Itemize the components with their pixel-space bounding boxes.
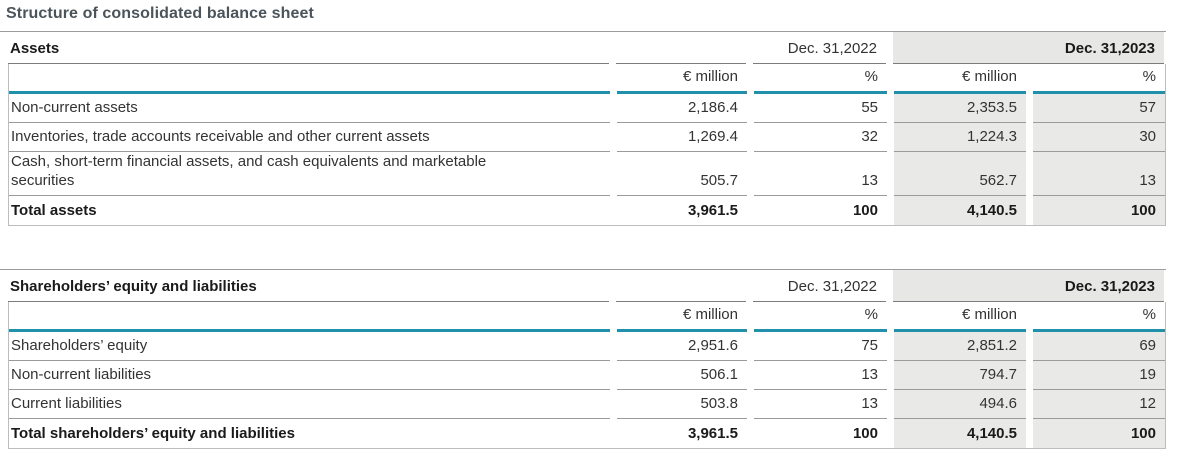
equity-table-body: € million % € million % Shareholders’ eq… [8,302,1166,450]
row-label: Current liabilities [9,390,610,420]
row-label: Total assets [11,202,97,220]
percent-header-2022: % [754,302,887,333]
header-spacer [616,270,746,303]
percent-header-2022: % [754,64,887,94]
value-2022-eur: 505.7 [617,152,747,197]
value-2022-pct: 13 [754,152,887,197]
value-2023-pct: 30 [1033,123,1165,152]
table-row-inventories: Inventories, trade accounts receivable a… [9,123,1165,152]
assets-table-body: € million % € million % Non-current asse… [8,64,1166,227]
table-row-shareholders-equity: Shareholders’ equity 2,951.6 75 2,851.2 … [9,332,1165,362]
equity-liabilities-section: Shareholders’ equity and liabilities Dec… [0,269,1166,450]
subheader-spacer [9,64,610,94]
column-header-dec-2023: Dec. 31,2023 [893,270,1164,303]
column-header-dec-2022: Dec. 31,2022 [753,32,886,64]
equity-section-title: Shareholders’ equity and liabilities [8,270,609,303]
value-2022-eur: 503.8 [617,390,747,420]
table-row-total-assets: Total assets 3,961.5 100 4,140.5 100 [9,196,1165,226]
table-row-total-equity-liabilities: Total shareholders’ equity and liabiliti… [9,419,1165,449]
equity-subheader-row: € million % € million % [9,302,1165,333]
value-2022-eur: 2,951.6 [617,332,747,362]
table-row-non-current-assets: Non-current assets 2,186.4 55 2,353.5 57 [9,94,1165,123]
value-2023-pct: 13 [1033,152,1165,197]
value-2023-pct: 57 [1033,94,1165,123]
value-2022-eur: 3,961.5 [687,425,738,443]
value-2023-pct: 19 [1033,361,1165,391]
value-2022-pct: 100 [852,425,878,443]
unit-header-2022: € million [617,302,747,333]
value-2023-eur: 562.7 [894,152,1026,197]
table-row-cash: Cash, short-term financial assets, and c… [9,152,1165,197]
value-2022-pct: 32 [754,123,887,152]
value-2023-pct: 12 [1033,390,1165,420]
value-2022-pct: 13 [754,361,887,391]
percent-header-2023: % [1033,302,1165,333]
percent-header-2023: % [1033,64,1165,94]
value-2022-eur: 2,186.4 [617,94,747,123]
value-2023-eur: 4,140.5 [894,196,1026,226]
row-label: Inventories, trade accounts receivable a… [9,123,610,152]
unit-header-2022: € million [617,64,747,94]
row-label: Shareholders’ equity [9,332,610,362]
row-label: Cash, short-term financial assets, and c… [9,152,610,197]
value-2022-pct: 75 [754,332,887,362]
value-2022-pct: 100 [852,202,878,220]
value-2023-pct: 100 [1033,196,1165,226]
equity-section-divider [0,269,1166,271]
value-2022-pct: 55 [754,94,887,123]
equity-header-row: Shareholders’ equity and liabilities Dec… [8,270,1166,303]
value-2023-eur: 2,353.5 [894,94,1026,123]
assets-section: Assets Dec. 31,2022 Dec. 31,2023 € milli… [0,31,1166,227]
value-2023-pct: 100 [1033,419,1165,449]
assets-section-divider [0,31,1166,32]
value-2023-eur: 4,140.5 [894,419,1026,449]
assets-header-row: Assets Dec. 31,2022 Dec. 31,2023 [8,32,1166,64]
unit-header-2023: € million [894,302,1026,333]
value-2023-eur: 794.7 [894,361,1026,391]
header-spacer [616,32,746,64]
value-2023-pct: 69 [1033,332,1165,362]
unit-header-2023: € million [894,64,1026,94]
value-2022-eur: 1,269.4 [617,123,747,152]
value-2023-eur: 2,851.2 [894,332,1026,362]
column-header-dec-2023: Dec. 31,2023 [893,32,1164,64]
column-header-dec-2022: Dec. 31,2022 [753,270,886,303]
assets-subheader-row: € million % € million % [9,64,1165,94]
row-label: Total shareholders’ equity and liabiliti… [11,425,295,443]
value-2023-eur: 494.6 [894,390,1026,420]
table-row-non-current-liabilities: Non-current liabilities 506.1 13 794.7 1… [9,361,1165,391]
row-label: Non-current assets [9,94,610,123]
subheader-spacer [9,302,610,333]
value-2022-eur: 3,961.5 [687,202,738,220]
assets-section-title: Assets [8,32,609,64]
value-2022-pct: 13 [754,390,887,420]
value-2022-eur: 506.1 [617,361,747,391]
value-2023-eur: 1,224.3 [894,123,1026,152]
row-label: Non-current liabilities [9,361,610,391]
page-title: Structure of consolidated balance sheet [6,5,314,22]
table-row-current-liabilities: Current liabilities 503.8 13 494.6 12 [9,390,1165,420]
